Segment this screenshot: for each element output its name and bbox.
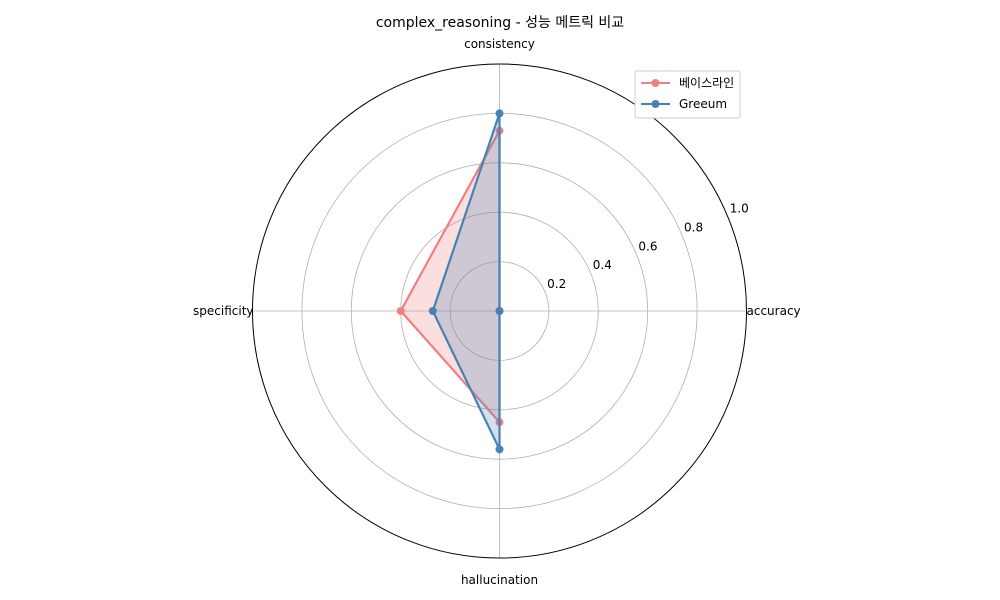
data-point-baseline-specificity <box>396 307 405 315</box>
r-tick-label: 0.4 <box>593 258 612 272</box>
outer-frame <box>252 63 747 559</box>
label-layer: 0.2 0.4 0.6 0.8 1.0 accuracy consistency specif… <box>193 37 801 587</box>
legend-label-greeum: Greeum <box>679 97 727 111</box>
r-tick-label: 0.2 <box>547 277 566 291</box>
axis-label-consistency: consistency <box>464 37 535 51</box>
data-point-greeum-hallucination <box>495 445 504 454</box>
axis-label-hallucination: hallucination <box>461 573 538 587</box>
data-point-greeum-specificity <box>428 307 437 315</box>
legend-marker-greeum <box>651 100 660 108</box>
series-fill-greeum <box>432 113 500 450</box>
r-tick-label: 1.0 <box>730 201 749 215</box>
series-fill-baseline <box>400 130 500 423</box>
legend: 베이스라인 Greeum <box>634 70 741 119</box>
r-tick-label: 0.6 <box>638 239 657 253</box>
chart-title: complex_reasoning - 성능 메트릭 비교 <box>376 15 624 31</box>
series-layer <box>396 109 504 454</box>
legend-label-baseline: 베이스라인 <box>679 76 734 90</box>
data-point-greeum-consistency <box>495 109 504 118</box>
axis-label-specificity: specificity <box>193 304 253 318</box>
data-point-greeum-accuracy <box>495 307 504 315</box>
axis-label-accuracy: accuracy <box>747 304 801 318</box>
legend-marker-baseline <box>651 79 660 87</box>
r-tick-label: 0.8 <box>684 220 703 234</box>
